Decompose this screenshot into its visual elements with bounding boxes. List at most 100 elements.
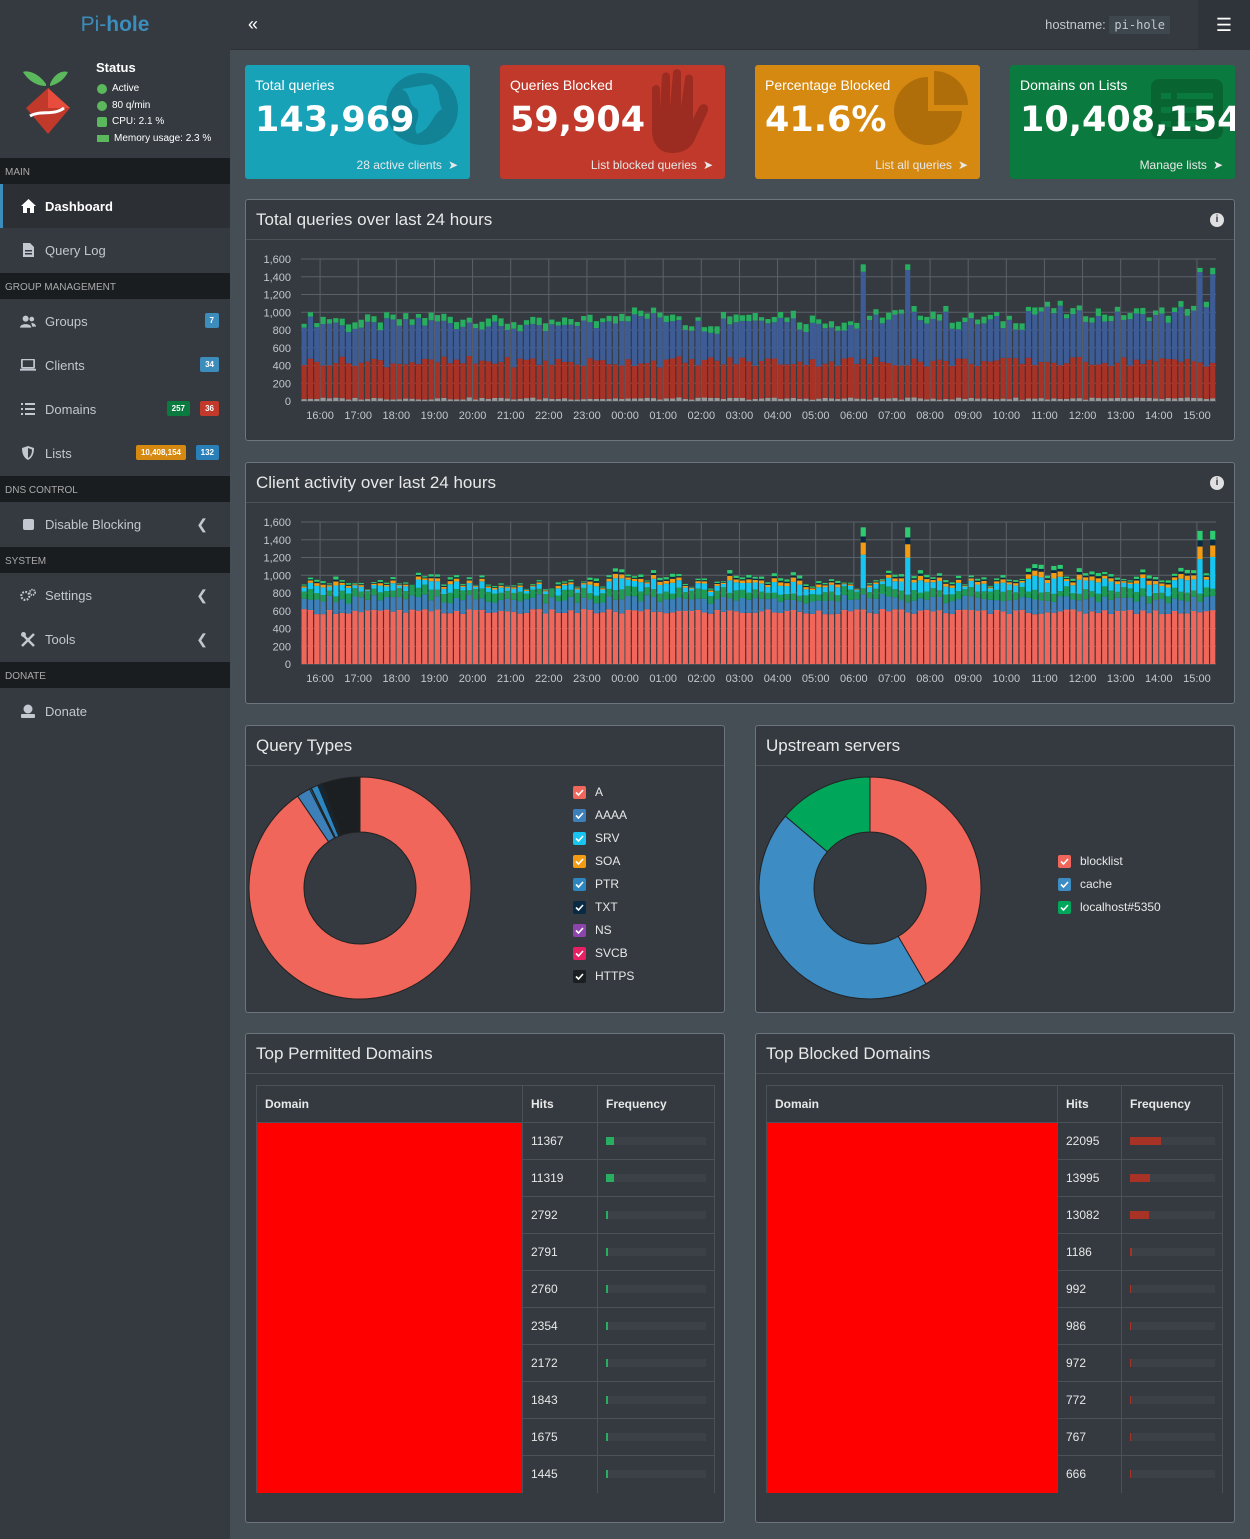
bar-segment xyxy=(415,364,422,400)
checkbox-icon[interactable] xyxy=(573,946,586,960)
checkbox-icon[interactable] xyxy=(1058,877,1071,891)
info-icon[interactable]: i xyxy=(1210,213,1224,227)
bar-segment xyxy=(1114,597,1120,611)
bar-segment xyxy=(689,587,695,589)
bar-segment xyxy=(917,573,924,576)
checkbox-icon[interactable] xyxy=(573,900,586,914)
collapse-sidebar-icon[interactable]: « xyxy=(248,14,259,34)
brand-logo-text[interactable]: Pi-hole xyxy=(0,0,230,50)
sidebar-item-disable-blocking[interactable]: Disable Blocking ❮ xyxy=(0,502,230,546)
sidebar-item-tools[interactable]: Tools ❮ xyxy=(0,617,230,661)
section-dns-control: DNS CONTROL xyxy=(0,476,230,502)
pie-slice[interactable] xyxy=(869,776,982,985)
bar-segment xyxy=(498,583,504,585)
list-all-queries-link[interactable]: List all queries ➤ xyxy=(875,158,968,172)
sidebar-item-clients[interactable]: Clients 34 xyxy=(0,343,230,387)
checkbox-icon[interactable] xyxy=(1058,900,1071,914)
top-blocked-title: Top Blocked Domains xyxy=(756,1034,1234,1074)
pie-slice[interactable] xyxy=(784,776,871,853)
table-row: 2791 xyxy=(257,1233,715,1271)
legend-item[interactable]: SRV xyxy=(573,831,619,845)
pie-slice[interactable] xyxy=(321,776,361,836)
checkbox-icon[interactable] xyxy=(573,831,586,845)
bar-segment xyxy=(447,579,453,582)
legend-item[interactable]: HTTPS xyxy=(573,969,634,983)
column-header[interactable]: Domain xyxy=(766,1085,1058,1123)
bar-segment xyxy=(943,586,949,595)
sidebar-item-dashboard[interactable]: Dashboard xyxy=(0,184,230,228)
bar-segment xyxy=(422,576,428,578)
hostname-display: hostname: pi-hole xyxy=(1045,16,1170,34)
bar-segment xyxy=(917,592,924,599)
checkbox-icon[interactable] xyxy=(1058,854,1071,868)
table-header-row: Domain Hits Frequency xyxy=(256,1085,715,1123)
y-tick-label: 1,400 xyxy=(263,272,291,284)
bar-segment xyxy=(1095,601,1101,614)
bar-segment xyxy=(441,356,447,398)
pie-slice[interactable] xyxy=(758,815,927,1000)
manage-lists-link[interactable]: Manage lists ➤ xyxy=(1139,158,1223,172)
column-header[interactable]: Hits xyxy=(1057,1085,1122,1123)
bar-segment xyxy=(581,399,587,401)
bar-segment xyxy=(600,588,606,590)
bar-segment xyxy=(739,582,746,590)
column-header[interactable]: Domain xyxy=(256,1085,523,1123)
legend-item[interactable]: AAAA xyxy=(573,808,627,822)
bar-segment xyxy=(695,317,701,321)
legend-item[interactable]: TXT xyxy=(573,900,618,914)
legend-item[interactable]: blocklist xyxy=(1058,854,1123,868)
legend-item[interactable]: NS xyxy=(573,923,612,937)
bar-segment xyxy=(562,583,568,586)
sidebar-item-domains[interactable]: Domains 257 36 xyxy=(0,387,230,431)
bar-segment xyxy=(765,599,771,610)
menu-bars-icon[interactable]: ☰ xyxy=(1198,0,1250,50)
bar-segment xyxy=(441,584,447,586)
bar-segment xyxy=(428,578,434,582)
checkbox-icon[interactable] xyxy=(573,785,586,799)
bar-segment xyxy=(498,584,504,586)
bar-segment xyxy=(422,399,428,401)
frequency-bar xyxy=(1130,1433,1215,1441)
bar-segment xyxy=(1146,603,1152,614)
bar-segment xyxy=(1146,580,1152,585)
bar-segment xyxy=(835,595,841,602)
column-header[interactable]: Frequency xyxy=(597,1085,715,1123)
x-tick-label: 10:00 xyxy=(993,410,1021,422)
checkbox-icon[interactable] xyxy=(573,854,586,868)
bar-segment xyxy=(860,527,866,537)
list-blocked-queries-link[interactable]: List blocked queries ➤ xyxy=(590,158,713,172)
sidebar-item-settings[interactable]: Settings ❮ xyxy=(0,573,230,617)
bar-segment xyxy=(708,397,714,401)
sidebar-item-lists[interactable]: Lists 10,408,154 132 xyxy=(0,431,230,475)
sidebar-item-groups[interactable]: Groups 7 xyxy=(0,299,230,343)
bar-segment xyxy=(790,572,796,576)
legend-item[interactable]: A xyxy=(573,785,603,799)
column-header[interactable]: Frequency xyxy=(1121,1085,1223,1123)
bar-segment xyxy=(504,588,510,591)
bar-segment xyxy=(809,587,815,589)
sidebar-item-query-log[interactable]: Query Log xyxy=(0,228,230,272)
bar-segment xyxy=(517,587,523,592)
active-clients-link[interactable]: 28 active clients ➤ xyxy=(356,158,458,172)
table-row: 2354 xyxy=(257,1307,715,1345)
info-icon[interactable]: i xyxy=(1210,476,1224,490)
legend-item[interactable]: cache xyxy=(1058,877,1112,891)
checkbox-icon[interactable] xyxy=(573,969,586,983)
column-header[interactable]: Hits xyxy=(522,1085,598,1123)
bar-segment xyxy=(511,588,517,593)
legend-item[interactable]: SOA xyxy=(573,854,620,868)
legend-item[interactable]: localhost#5350 xyxy=(1058,900,1161,914)
bar-segment xyxy=(390,579,396,581)
checkbox-icon[interactable] xyxy=(573,877,586,891)
legend-item[interactable]: SVCB xyxy=(573,946,628,960)
sidebar-item-donate[interactable]: Donate xyxy=(0,689,230,733)
legend-item[interactable]: PTR xyxy=(573,877,619,891)
bar-segment xyxy=(1019,323,1025,330)
bar-segment xyxy=(638,316,644,364)
bar-segment xyxy=(1038,568,1044,572)
checkbox-icon[interactable] xyxy=(573,808,586,822)
checkbox-icon[interactable] xyxy=(573,923,586,937)
bar-segment xyxy=(320,365,326,398)
pie-slice[interactable] xyxy=(248,776,472,1000)
bar-segment xyxy=(1095,593,1101,602)
